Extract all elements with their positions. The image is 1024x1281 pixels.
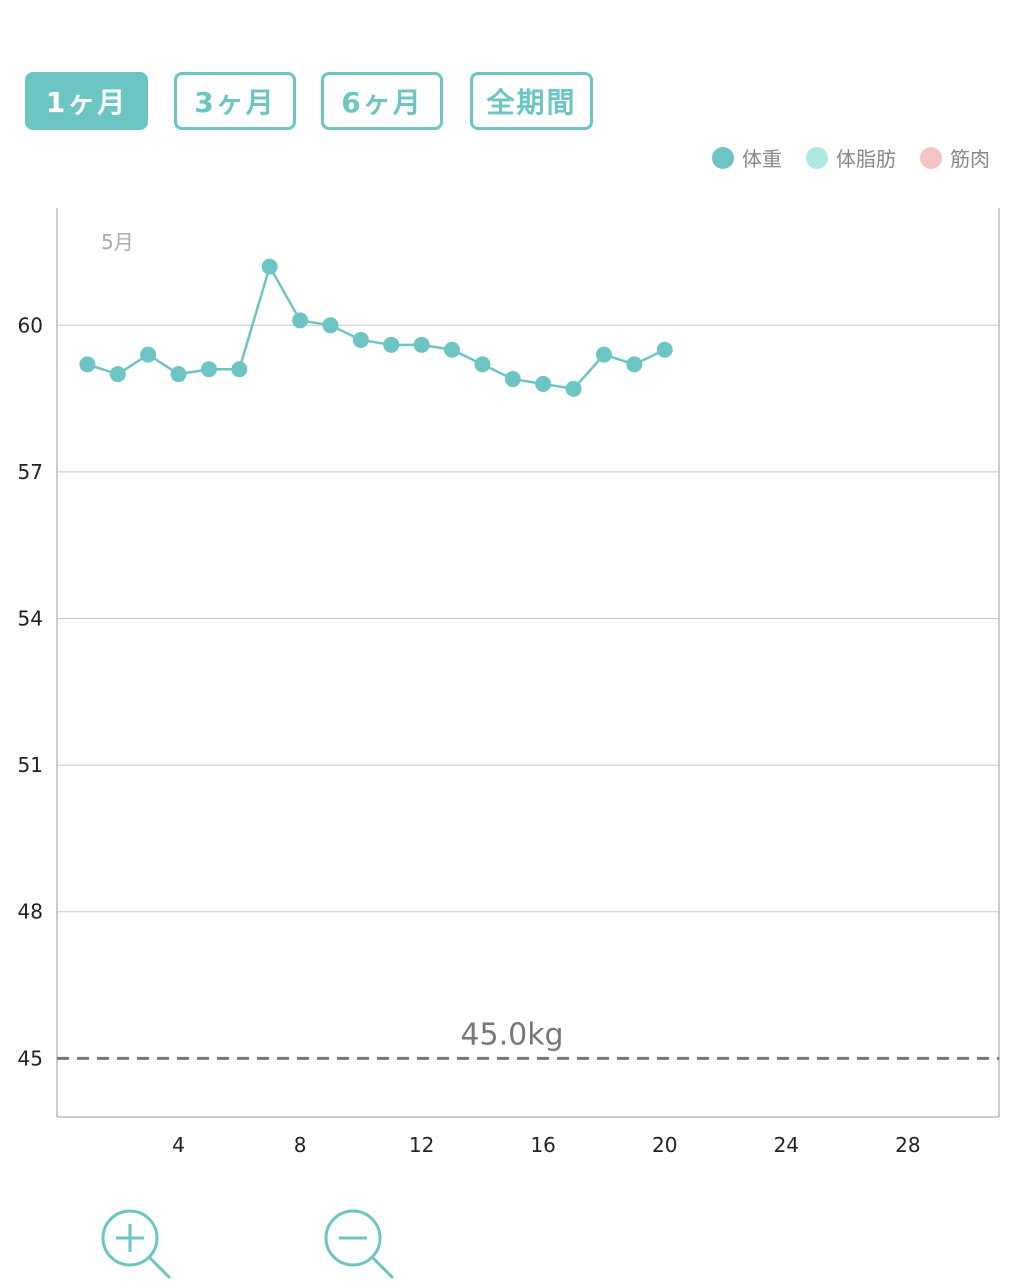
- data-point: [504, 371, 521, 388]
- data-point: [170, 366, 187, 383]
- data-point: [474, 356, 491, 373]
- zoom-in-button[interactable]: [100, 1208, 172, 1280]
- legend-dot-body-fat: [806, 146, 828, 169]
- tab-6-months[interactable]: 6ヶ月: [321, 72, 443, 130]
- legend-label-weight: 体重: [742, 147, 782, 171]
- legend-item-body-fat: 体脂肪: [806, 143, 896, 172]
- data-point: [535, 375, 552, 392]
- y-tick-label: 60: [18, 313, 43, 337]
- data-point: [109, 366, 126, 383]
- legend: 体重 体脂肪 筋肉: [712, 143, 990, 172]
- data-point: [79, 356, 96, 373]
- tab-1-month[interactable]: 1ヶ月: [25, 72, 148, 130]
- x-tick-label: 24: [774, 1133, 799, 1157]
- legend-item-weight: 体重: [712, 143, 782, 172]
- x-tick-label: 4: [172, 1133, 185, 1157]
- x-tick-label: 28: [895, 1133, 920, 1157]
- legend-label-muscle: 筋肉: [950, 147, 990, 171]
- legend-dot-weight: [712, 146, 734, 169]
- month-label: 5月: [101, 230, 134, 254]
- legend-label-body-fat: 体脂肪: [836, 147, 896, 171]
- legend-item-muscle: 筋肉: [920, 143, 990, 172]
- legend-dot-muscle: [920, 146, 942, 169]
- data-point: [656, 341, 673, 358]
- data-point: [292, 312, 309, 329]
- data-point: [231, 361, 248, 378]
- zoom-out-icon: [324, 1209, 395, 1280]
- data-point: [595, 346, 612, 363]
- x-tick-label: 12: [409, 1133, 434, 1157]
- target-label: 45.0kg: [460, 1017, 563, 1052]
- data-point: [261, 258, 278, 275]
- data-point: [413, 336, 430, 353]
- y-tick-label: 45: [18, 1046, 43, 1070]
- zoom-out-button[interactable]: [323, 1208, 395, 1280]
- data-point: [626, 356, 643, 373]
- zoom-in-icon: [101, 1209, 172, 1280]
- y-tick-label: 48: [18, 900, 43, 924]
- tab-all-period[interactable]: 全期間: [470, 72, 593, 130]
- data-point: [444, 341, 461, 358]
- x-tick-label: 16: [530, 1133, 555, 1157]
- tab-3-months[interactable]: 3ヶ月: [174, 72, 296, 130]
- data-point: [383, 336, 400, 353]
- data-point: [200, 361, 217, 378]
- data-point: [565, 380, 582, 397]
- y-tick-label: 57: [18, 460, 43, 484]
- data-point: [322, 317, 339, 334]
- data-point: [140, 346, 157, 363]
- x-tick-label: 8: [294, 1133, 307, 1157]
- data-point: [352, 331, 369, 348]
- y-tick-label: 51: [18, 753, 43, 777]
- y-tick-label: 54: [18, 607, 43, 631]
- x-tick-label: 20: [652, 1133, 677, 1157]
